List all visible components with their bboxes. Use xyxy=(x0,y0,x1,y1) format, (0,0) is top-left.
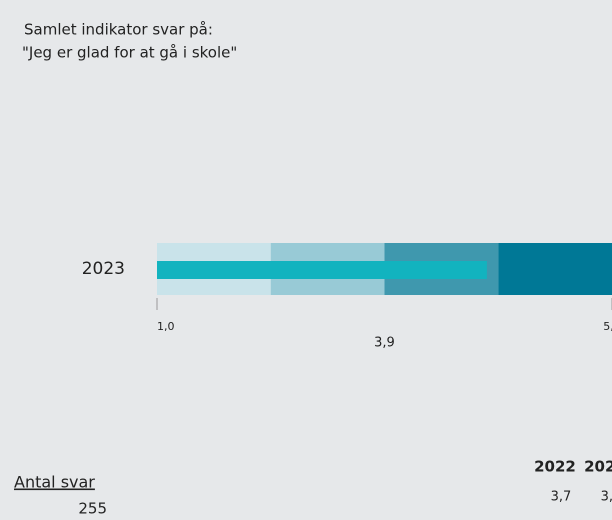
count: 255 xyxy=(78,500,107,518)
x-tick-label: 5,0 xyxy=(603,320,612,333)
bar xyxy=(157,261,487,279)
x-tick-label: 1,0 xyxy=(157,320,175,333)
row-label: 2023 xyxy=(82,259,125,279)
year-value: 3,7 xyxy=(551,490,572,505)
year-header: 2023 xyxy=(584,458,612,476)
value-label: 3,9 xyxy=(374,336,395,351)
year-value: 3,9 xyxy=(601,490,612,505)
table-label: Antal svar xyxy=(14,473,95,492)
chart-title: "Jeg er glad for at gå i skole" xyxy=(22,44,237,62)
band xyxy=(498,243,612,295)
chart-title: Samlet indikator svar på: xyxy=(24,21,213,39)
year-header: 2022 xyxy=(534,458,576,476)
